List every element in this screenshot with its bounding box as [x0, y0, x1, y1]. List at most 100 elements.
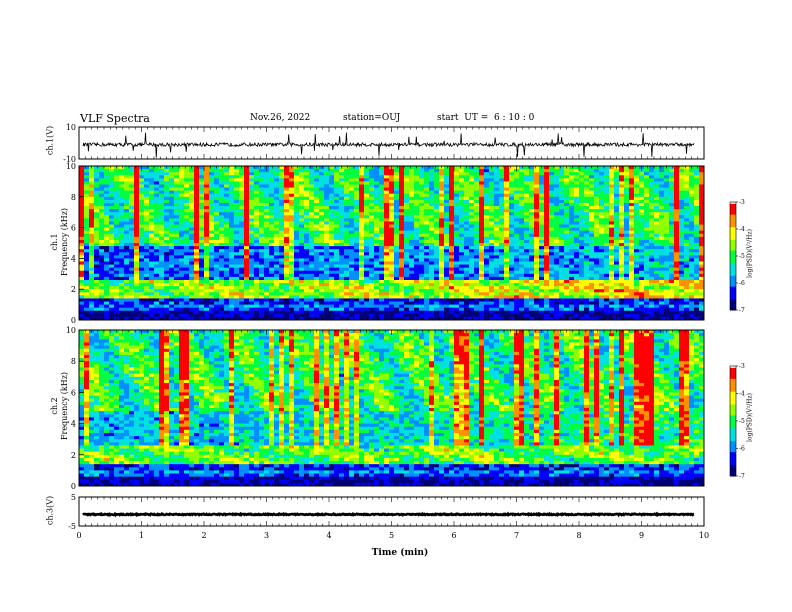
ch1-spectrogram-cbar-seg-5 — [730, 211, 736, 214]
ch1-spectrogram-cbar-seg-9 — [730, 218, 736, 221]
ch2-spectrogram-cbar-seg-49 — [730, 455, 736, 459]
ch2-spectrogram-cbar-tick-label-3: -6 — [739, 446, 745, 453]
ch2-spectrogram-cbar-tick-label-2: -5 — [739, 418, 745, 425]
ch2-spectrogram-cbar-seg-53 — [730, 463, 736, 466]
ch2-spectrogram-cbar-seg-5 — [730, 375, 736, 378]
x-tick-label-9: 9 — [639, 531, 644, 540]
ch1-spectrogram-cbar-seg-39 — [730, 272, 736, 275]
ch1-spectrogram-cbar-seg-22 — [730, 241, 736, 244]
ch1-spectrogram-cbar-seg-13 — [730, 225, 736, 228]
ch1-spectrogram-cbar-seg-55 — [730, 301, 736, 304]
station-label: station=OUJ — [343, 113, 401, 123]
figure-title: VLF Spectra — [80, 112, 150, 125]
ch1-spectrogram-cbar-seg-3 — [730, 207, 736, 210]
ch1-spectrogram-frame — [78, 165, 705, 321]
ch2-spectrogram-cbar-seg-6 — [730, 377, 736, 380]
ch2-spectrogram-cbar-seg-40 — [730, 439, 736, 442]
ch1-spectrogram-cbar-seg-59 — [730, 308, 736, 311]
ch1-waveform-ytick-label-0: 10 — [66, 123, 76, 132]
ch1-waveform-frame — [78, 126, 705, 160]
ch1-spectrogram-cbar-seg-41 — [730, 275, 736, 279]
ch2-spectrogram-cbar-seg-46 — [730, 450, 736, 453]
ch1-spectrogram-cbar-seg-32 — [730, 259, 736, 262]
ch1-spectrogram-ytick-label-1: 2 — [71, 285, 76, 294]
ch1-spectrogram-cbar-seg-6 — [730, 212, 736, 216]
x-axis-label: Time (min) — [371, 548, 429, 558]
ch1-spectrogram-cbar-seg-19 — [730, 236, 736, 239]
ch1-spectrogram-cbar-seg-21 — [730, 239, 736, 243]
ch2-spectrogram-cbar-seg-54 — [730, 465, 736, 468]
ch1-spectrogram-cbar-seg-43 — [730, 279, 736, 282]
ch2-spectrogram-cbar-seg-18 — [730, 399, 736, 402]
ch2-spectrogram-cbar-seg-23 — [730, 408, 736, 411]
ch1-waveform-ytick-label-1: -10 — [63, 155, 76, 164]
ch1-spectrogram-cbar-seg-27 — [730, 250, 736, 253]
ch3-waveform-trace — [82, 511, 695, 518]
x-tick-label-10: 10 — [699, 531, 709, 540]
ch1-spectrogram-cbar-seg-30 — [730, 256, 736, 259]
ch1-spectrogram-cbar-seg-47 — [730, 286, 736, 289]
ch1-spectrogram-ytick-label-0: 0 — [71, 316, 76, 325]
ch2-spectrogram-cbar-seg-36 — [730, 432, 736, 435]
ch1-spectrogram-cbar-seg-58 — [730, 306, 736, 309]
ch2-spectrogram-ytick-label-2: 4 — [71, 420, 76, 429]
ch2-spectrogram-cbar-seg-25 — [730, 411, 736, 415]
ch2-spectrogram-cbar-seg-43 — [730, 444, 736, 448]
ch1-spectrogram-cbar-seg-44 — [730, 281, 736, 284]
ch2-spectrogram-cbar-seg-22 — [730, 406, 736, 409]
ch1-spectrogram-cbar-tick-label-3: -6 — [739, 280, 745, 287]
ch2-spectrogram-cbar-seg-35 — [730, 430, 736, 433]
ch1-spectrogram-cbar-seg-51 — [730, 293, 736, 297]
ch2-spectrogram-cbar-seg-57 — [730, 470, 736, 473]
ch1-spectrogram-cbar-seg-23 — [730, 243, 736, 246]
ch2-spectrogram-cbar-seg-9 — [730, 382, 736, 385]
ch2-spectrogram-cbar-seg-3 — [730, 371, 736, 374]
ch1-spectrogram-cbar-seg-0 — [730, 202, 736, 205]
ch3-waveform-ytick-label-1: -5 — [68, 522, 76, 531]
ch1-spectrogram-cbar-seg-12 — [730, 223, 736, 226]
ch3-waveform-frame — [78, 496, 705, 527]
ch2-spectrogram-ytick-label-4: 8 — [71, 357, 76, 366]
ch2-spectrogram-cbar-seg-38 — [730, 435, 736, 438]
ch2-spectrogram-cbar-seg-20 — [730, 402, 736, 405]
ch2-spectrogram-cbar-seg-2 — [730, 369, 736, 372]
ch1-spectrogram-cbar-seg-36 — [730, 266, 736, 270]
ch1-spectrogram-cbar-seg-29 — [730, 254, 736, 257]
ch2-spectrogram-cbar-seg-59 — [730, 474, 736, 477]
ch1-spectrogram-cbar-seg-4 — [730, 209, 736, 212]
x-tick-label-1: 1 — [139, 531, 144, 540]
x-tick-label-2: 2 — [201, 531, 206, 540]
ch1-spectrogram-cbar-seg-35 — [730, 265, 736, 268]
ch2-spectrogram-cbar-seg-7 — [730, 378, 736, 382]
ch2-spectrogram-cbar-seg-55 — [730, 466, 736, 470]
ch1-spectrogram-cbar-seg-2 — [730, 205, 736, 208]
ch1-spectrogram-cbar-seg-17 — [730, 232, 736, 235]
ch1-spectrogram-cbar-seg-38 — [730, 270, 736, 273]
ch2-spectrogram-cbar-seg-30 — [730, 421, 736, 424]
ch1-spectrogram-cbar-tick-label-0: -3 — [739, 199, 745, 206]
x-tick-label-6: 6 — [451, 531, 456, 540]
x-tick-label-3: 3 — [264, 531, 269, 540]
x-tick-label-5: 5 — [389, 531, 394, 540]
ch2-spectrogram-cbar-seg-27 — [730, 415, 736, 418]
ch1-spectrogram-cbar-seg-48 — [730, 288, 736, 291]
ch1-spectrogram-cbar-seg-57 — [730, 304, 736, 307]
ch1-spectrogram-cbar-tick-label-4: -7 — [739, 307, 745, 314]
ch1-spectrogram-cbar-seg-40 — [730, 274, 736, 277]
ch2-spectrogram-cbar-seg-13 — [730, 389, 736, 393]
ch1-spectrogram-cbar-seg-54 — [730, 299, 736, 302]
ch1-spectrogram-cbar-seg-11 — [730, 221, 736, 225]
ch1-spectrogram-cbar-seg-34 — [730, 263, 736, 266]
ch1-waveform-trace — [82, 132, 695, 158]
ch2-spectrogram-cbar-seg-56 — [730, 468, 736, 471]
ch2-spectrogram-cbar-seg-19 — [730, 400, 736, 404]
ch1-spectrogram-cbar-seg-26 — [730, 248, 736, 252]
ch1-spectrogram-cbar-seg-18 — [730, 234, 736, 237]
ch2-spectrogram-cbar-seg-10 — [730, 384, 736, 387]
ch1-spectrogram-cbar-seg-49 — [730, 290, 736, 293]
ch2-spectrogram-ytick-label-3: 6 — [71, 388, 76, 397]
ch2-spectrogram-cbar-seg-1 — [730, 367, 736, 371]
ch1-spectrogram-cbar-seg-14 — [730, 227, 736, 230]
